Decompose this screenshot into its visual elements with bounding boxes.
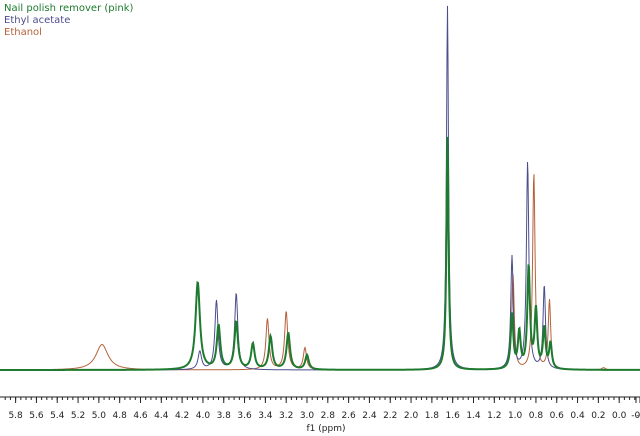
legend-item-nail-polish: Nail polish remover (pink) (4, 3, 134, 14)
x-tick-label: 1.4 (466, 411, 481, 421)
series-line-0 (0, 136, 640, 371)
x-tick-label: 5.8 (8, 411, 23, 421)
x-tick-label: 1.6 (446, 411, 461, 421)
x-tick-label: 0.6 (550, 411, 565, 421)
x-tick-label: 4.8 (113, 411, 128, 421)
x-tick-label: 0.4 (570, 411, 585, 421)
x-tick-label: 1.0 (508, 411, 523, 421)
x-tick-label: 2.2 (383, 411, 397, 421)
x-tick-label: 0.0 (612, 411, 627, 421)
x-tick-label: 2.8 (321, 411, 336, 421)
x-tick-label: -0.2 (631, 411, 640, 421)
x-axis-title: f1 (ppm) (307, 424, 346, 434)
x-tick-label: 3.0 (300, 411, 315, 421)
x-tick-label: -0 (636, 411, 640, 421)
x-tick-label: 1.8 (425, 411, 440, 421)
x-tick-label: 2.6 (341, 411, 356, 421)
x-tick-label: 4.2 (175, 411, 189, 421)
x-tick-label: 3.2 (279, 411, 293, 421)
x-tick-label: 3.6 (237, 411, 252, 421)
x-tick-label: 5.4 (50, 411, 65, 421)
x-tick-label: 5.6 (29, 411, 44, 421)
series-layer (0, 5, 640, 371)
x-tick-label: 4.0 (196, 411, 211, 421)
x-tick-label: 4.4 (154, 411, 169, 421)
x-tick-label: 5.0 (92, 411, 107, 421)
legend: Nail polish remover (pink) Ethyl acetate… (4, 3, 133, 39)
legend-item-ethyl-acetate: Ethyl acetate (4, 15, 71, 26)
x-axis-ticks: 5.8 5.6 5.4 5.2 5.0 4.8 4.6 4.4 4.2 4.0 3.8 3.6 3.4 3… (4, 397, 640, 421)
x-tick-label: 1.2 (487, 411, 501, 421)
x-tick-label: 4.6 (133, 411, 148, 421)
series-line-1 (0, 5, 640, 371)
x-tick-label: 2.4 (362, 411, 377, 421)
x-tick-label: 0.8 (529, 411, 544, 421)
x-tick-label: 2.0 (404, 411, 419, 421)
legend-item-ethanol: Ethanol (4, 27, 42, 38)
x-tick-label: 0.2 (591, 411, 605, 421)
x-tick-label: 3.4 (258, 411, 273, 421)
x-tick-label: 5.2 (71, 411, 85, 421)
x-tick-label: 3.8 (217, 411, 232, 421)
